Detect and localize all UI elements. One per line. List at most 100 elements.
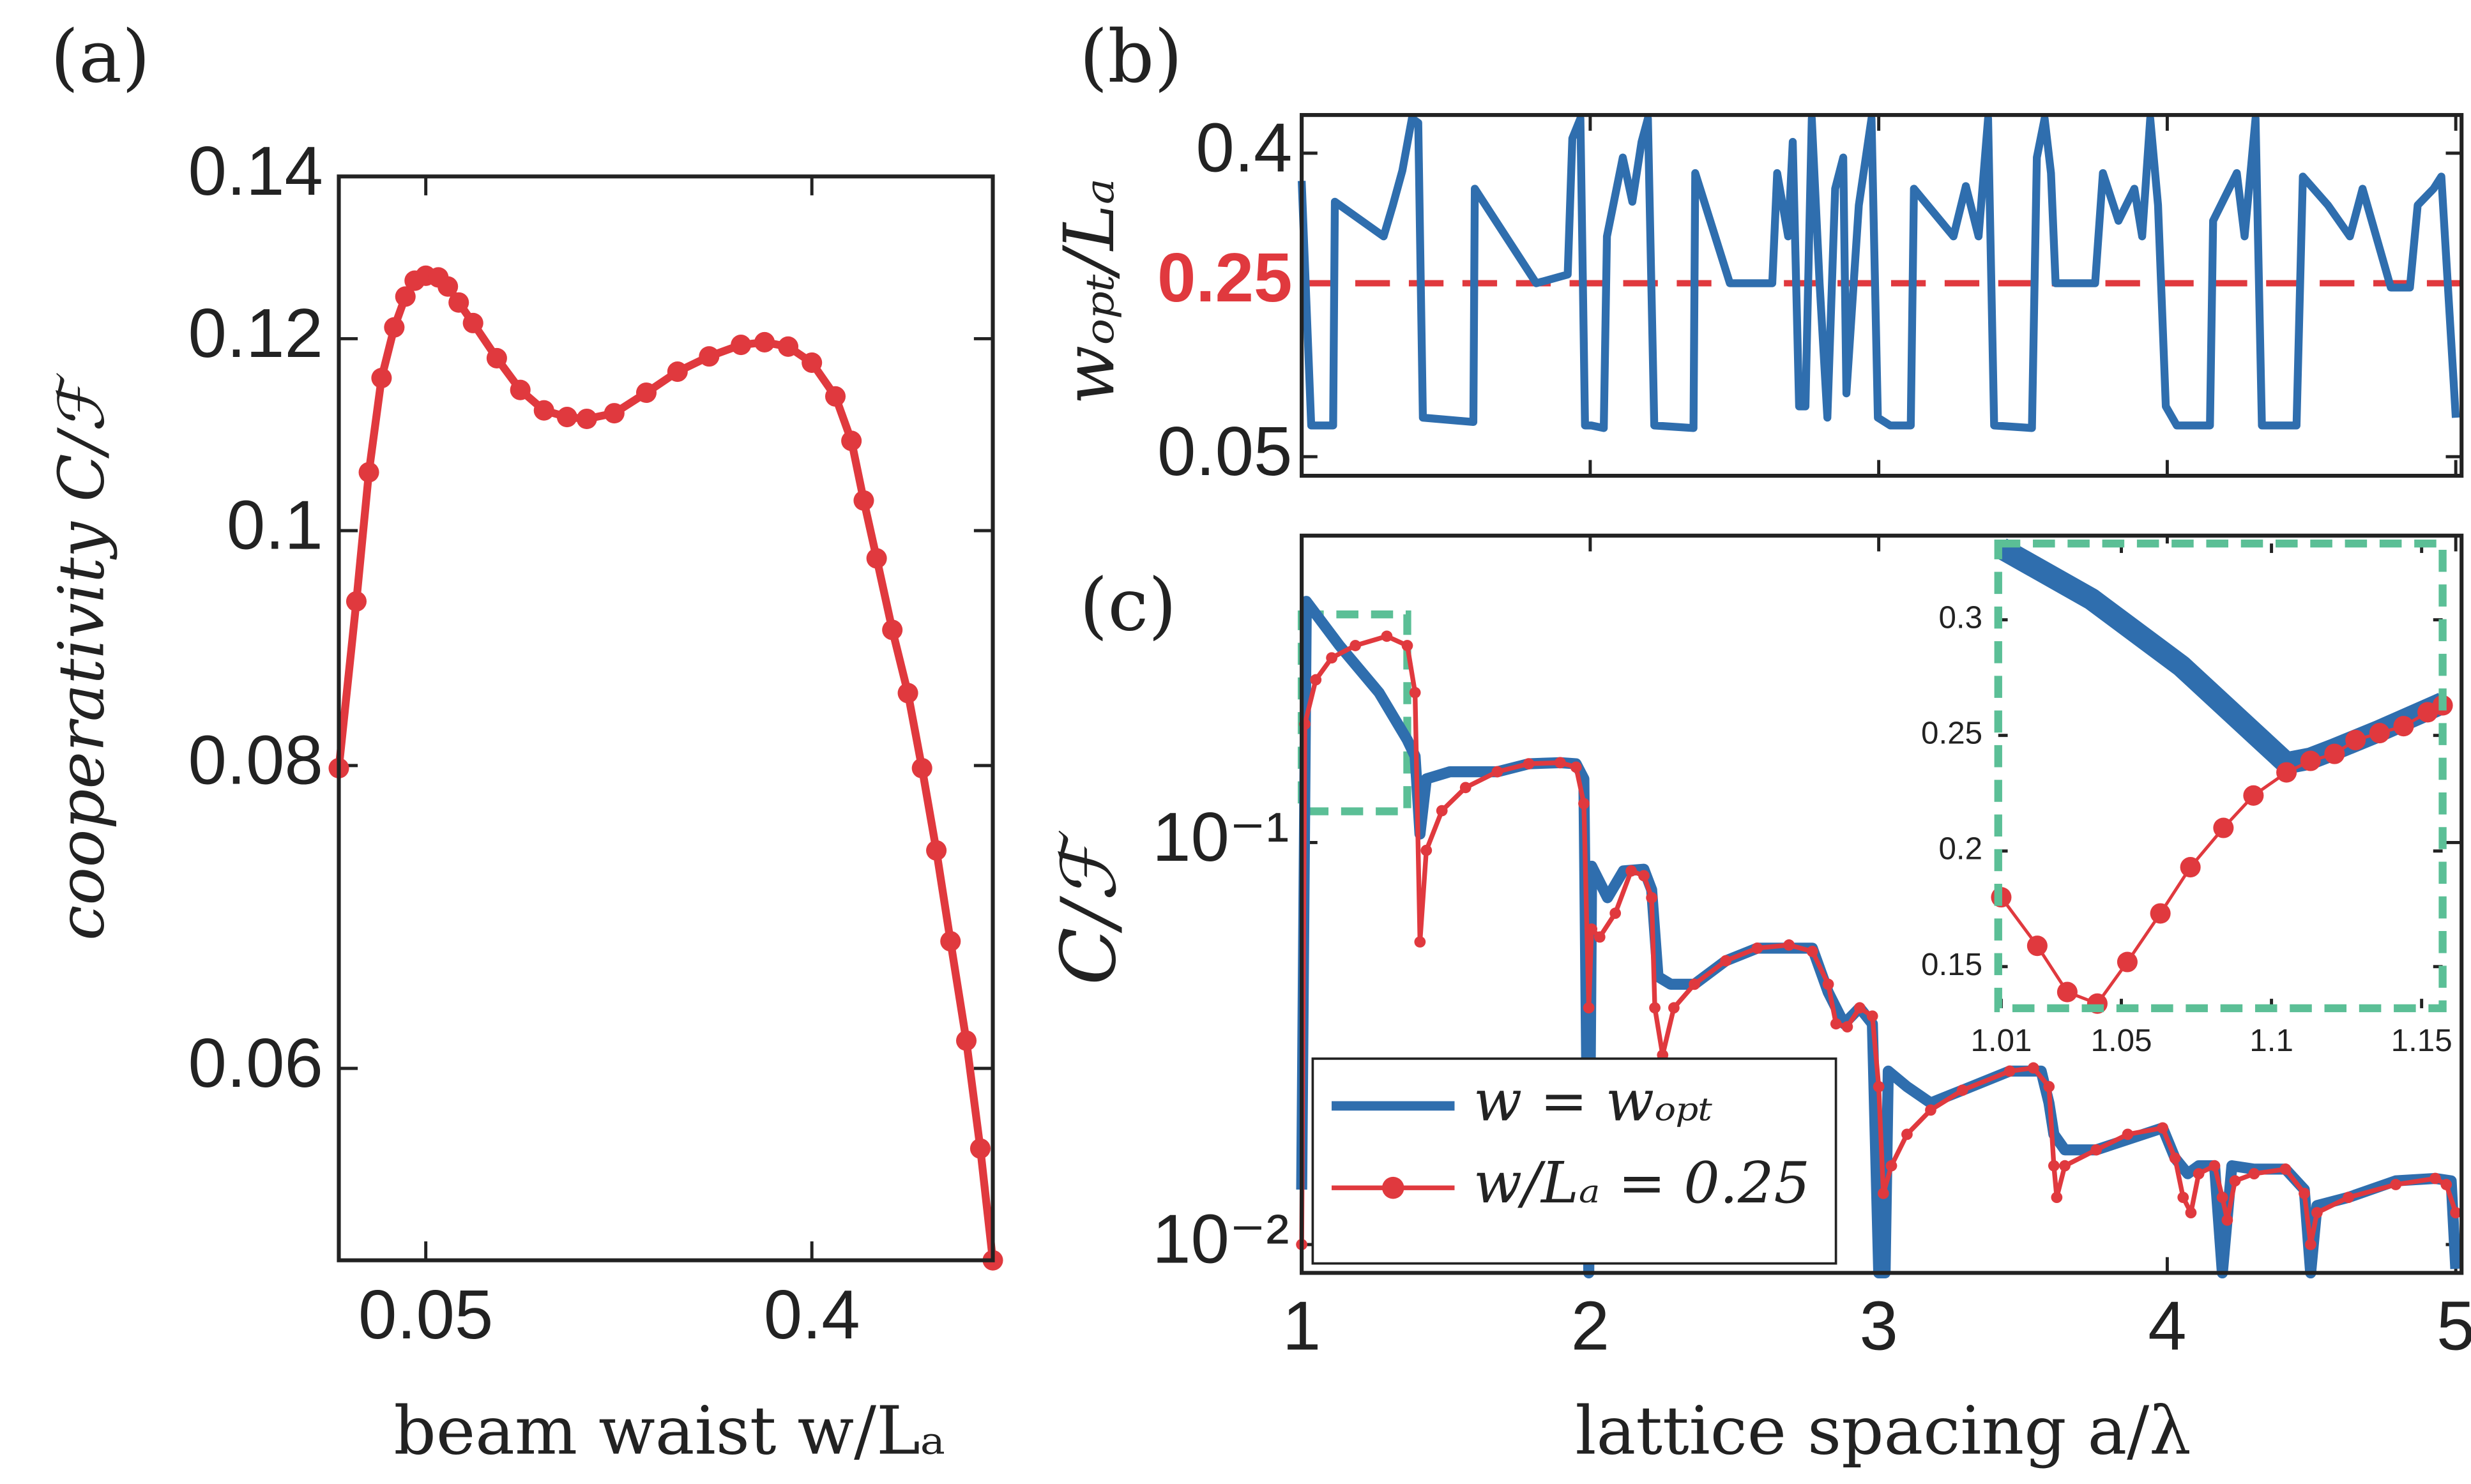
data-point (955, 1030, 977, 1051)
x-tick-label: 3 (1859, 1287, 1897, 1365)
data-point (2429, 1172, 2441, 1185)
y-tick-label: 10⁻² (1152, 1201, 1289, 1278)
data-point (866, 548, 887, 569)
data-point (556, 406, 577, 428)
data-point (667, 361, 688, 382)
data-point (699, 346, 720, 367)
data-point (2180, 857, 2201, 878)
data-point (1401, 640, 1413, 651)
data-point (1841, 1021, 1853, 1033)
data-point (754, 331, 775, 352)
data-point (1625, 865, 1637, 877)
data-point (1414, 936, 1426, 948)
data-point (1638, 870, 1650, 882)
data-point (2048, 1160, 2060, 1172)
data-point (1822, 978, 1834, 990)
y-tick-label: 0.15 (1921, 947, 1982, 982)
data-point (1459, 782, 1471, 794)
data-point (1885, 1160, 1897, 1172)
x-tick-label: 1.01 (1970, 1023, 2032, 1058)
data-point (2213, 817, 2234, 838)
data-point (1877, 1188, 1889, 1199)
data-point (969, 1138, 991, 1159)
inset-background (1998, 543, 2443, 1008)
data-point (2043, 1080, 2055, 1093)
data-point (1925, 1104, 1936, 1116)
y-tick-label: 0.05 (1157, 413, 1292, 490)
data-point (1806, 946, 1818, 957)
data-point (1381, 630, 1393, 642)
data-point (1436, 805, 1448, 817)
data-point (1593, 931, 1606, 943)
x-tick-label: 0.4 (764, 1276, 860, 1354)
data-point (1491, 766, 1503, 778)
data-point (437, 276, 459, 297)
panel-label: (c) (1079, 563, 1176, 647)
data-point (1583, 1002, 1595, 1014)
data-point (1720, 955, 1732, 967)
data-point (2185, 1207, 2197, 1219)
x-tick-label: 0.05 (358, 1276, 493, 1354)
data-point (1873, 1080, 1885, 1093)
data-point (2003, 1065, 2016, 1077)
data-point (802, 352, 823, 373)
x-tick-label: 5 (2437, 1287, 2471, 1365)
data-point (2150, 903, 2171, 924)
data-point (2209, 1160, 2221, 1172)
data-point (2324, 743, 2345, 764)
panel-label: (b) (1079, 15, 1182, 99)
data-point (1570, 761, 1582, 773)
data-point (2343, 1192, 2354, 1204)
y-axis-label: wₒₚₜ/Lₐ (1049, 178, 1130, 404)
data-point (2229, 1175, 2241, 1187)
legend-label: w = wₒₚₜ (1473, 1068, 1713, 1134)
y-tick-label: 0.14 (188, 133, 323, 210)
data-point (1689, 978, 1700, 990)
y-tick-label: 0.2 (1938, 831, 1982, 867)
x-tick-label: 1.05 (2091, 1023, 2152, 1058)
data-point (1586, 923, 1598, 935)
data-point (2059, 1160, 2071, 1172)
data-point (2122, 1128, 2134, 1140)
x-tick-label: 4 (2148, 1287, 2186, 1365)
data-point (486, 347, 507, 368)
data-point (2345, 729, 2366, 750)
x-axis-label: lattice spacing a/λ (1575, 1393, 2191, 1470)
data-point (371, 367, 392, 389)
x-tick-label: 2 (1571, 1287, 1609, 1365)
y-tick-label: 0.4 (1196, 110, 1292, 187)
x-tick-label: 1 (1282, 1287, 1321, 1365)
data-point (604, 403, 625, 424)
data-point (2279, 1163, 2292, 1175)
inset-frame (1994, 539, 2447, 1013)
y-tick-label: 0.3 (1938, 600, 1982, 635)
data-point (2390, 1179, 2402, 1190)
y-tick-label: 10⁻¹ (1152, 799, 1289, 876)
data-point (2027, 1062, 2039, 1074)
data-point (2311, 1207, 2323, 1219)
data-point (395, 286, 416, 307)
data-point (2248, 1168, 2260, 1179)
data-point (2057, 981, 2078, 1003)
data-point (1901, 1128, 1913, 1140)
data-point (841, 430, 862, 451)
data-point (358, 462, 379, 483)
data-point (853, 490, 874, 511)
data-point (1310, 674, 1322, 686)
data-point (2193, 1168, 2205, 1179)
x-tick-label: 1.1 (2249, 1023, 2293, 1058)
data-point (1523, 758, 1535, 769)
y-axis-label: cooperativity C/ℱ (45, 373, 118, 941)
data-point (1956, 1084, 1968, 1096)
axes-frame (1300, 113, 2464, 478)
x-tick-label: 1.15 (2391, 1023, 2452, 1058)
data-point (2450, 1207, 2462, 1219)
data-point (1350, 640, 1362, 651)
data-point (635, 382, 657, 404)
data-point (825, 386, 846, 407)
data-point (882, 619, 903, 640)
data-point (2117, 951, 2138, 973)
data-point (448, 292, 469, 313)
